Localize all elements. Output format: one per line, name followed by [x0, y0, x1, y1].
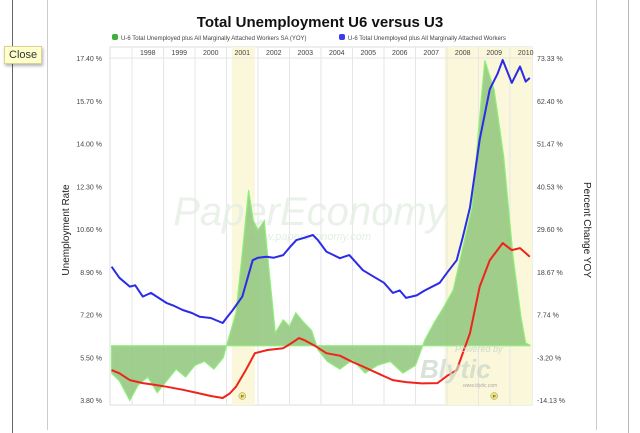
- x-tick-label: 2004: [329, 50, 345, 57]
- chart-title: Total Unemployment U6 versus U3: [197, 14, 443, 31]
- y-tick-left: 17.40 %: [76, 56, 102, 63]
- y-tick-left: 5.50 %: [80, 355, 102, 362]
- x-tick-label: 2009: [486, 50, 502, 57]
- y-tick-right: 18.67 %: [537, 270, 563, 277]
- x-tick-label: 1998: [140, 50, 156, 57]
- close-button[interactable]: Close: [4, 46, 43, 64]
- series-line-u3: [111, 242, 531, 399]
- recession-marker-label: P: [493, 394, 496, 399]
- recession-marker-icon: [238, 392, 247, 400]
- y-tick-right: 51.47 %: [537, 142, 563, 149]
- legend-swatch-yoy: [112, 34, 118, 40]
- recession-marker-label: P: [241, 394, 244, 399]
- y-tick-left: 14.00 %: [76, 142, 102, 149]
- recession-marker-icon: [490, 392, 498, 400]
- y-tick-left: 10.60 %: [76, 227, 102, 234]
- y-axis-right-label: Percent Change YOY: [581, 182, 592, 278]
- y-tick-right: 7.74 %: [537, 313, 559, 320]
- x-tick-label: 2008: [455, 50, 471, 57]
- legend-swatch-u6: [339, 34, 345, 40]
- y-tick-left: 3.80 %: [80, 398, 102, 405]
- x-tick-label: 2005: [360, 50, 376, 57]
- series-line-u6: [110, 59, 531, 324]
- watermark-blytic-url: www.blytic.com: [463, 383, 497, 389]
- x-tick-label: 2010: [518, 50, 534, 57]
- y-tick-right: 29.60 %: [537, 227, 563, 234]
- y-tick-left: 12.30 %: [76, 184, 102, 191]
- y-tick-left: 8.90 %: [80, 270, 102, 277]
- x-tick-label: 2003: [297, 50, 313, 57]
- right-window-edge: [628, 0, 629, 433]
- x-tick-label: 2002: [266, 50, 282, 57]
- y-tick-right: 40.53 %: [537, 184, 563, 191]
- chart-frame: [47, 0, 597, 430]
- y-tick-right: -3.20 %: [537, 355, 561, 362]
- y-tick-right: 73.33 %: [537, 56, 563, 63]
- watermark-powered-by: Powered by: [455, 344, 503, 354]
- y-tick-left: 7.20 %: [80, 313, 102, 320]
- x-tick-label: 2000: [203, 50, 219, 57]
- legend-label-u6[interactable]: U-6 Total Unemployed plus All Marginally…: [348, 36, 506, 42]
- x-tick-label: 2006: [392, 50, 408, 57]
- y-axis-left-label: Unemployment Rate: [61, 184, 72, 276]
- left-window-edge: [12, 0, 13, 433]
- watermark-blytic-logo: Blytic: [420, 354, 491, 384]
- y-tick-right: 62.40 %: [537, 99, 563, 106]
- legend-label-yoy[interactable]: U-6 Total Unemployed plus All Marginally…: [121, 36, 307, 42]
- y-tick-right: -14.13 %: [537, 398, 565, 405]
- x-tick-label: 2001: [234, 50, 250, 57]
- watermark-papereconomy: PaperEconomy: [173, 190, 449, 234]
- x-tick-label: 1999: [171, 50, 187, 57]
- watermark-url: www.papereconomy.com: [249, 231, 371, 243]
- x-tick-label: 2007: [423, 50, 439, 57]
- y-tick-left: 15.70 %: [76, 99, 102, 106]
